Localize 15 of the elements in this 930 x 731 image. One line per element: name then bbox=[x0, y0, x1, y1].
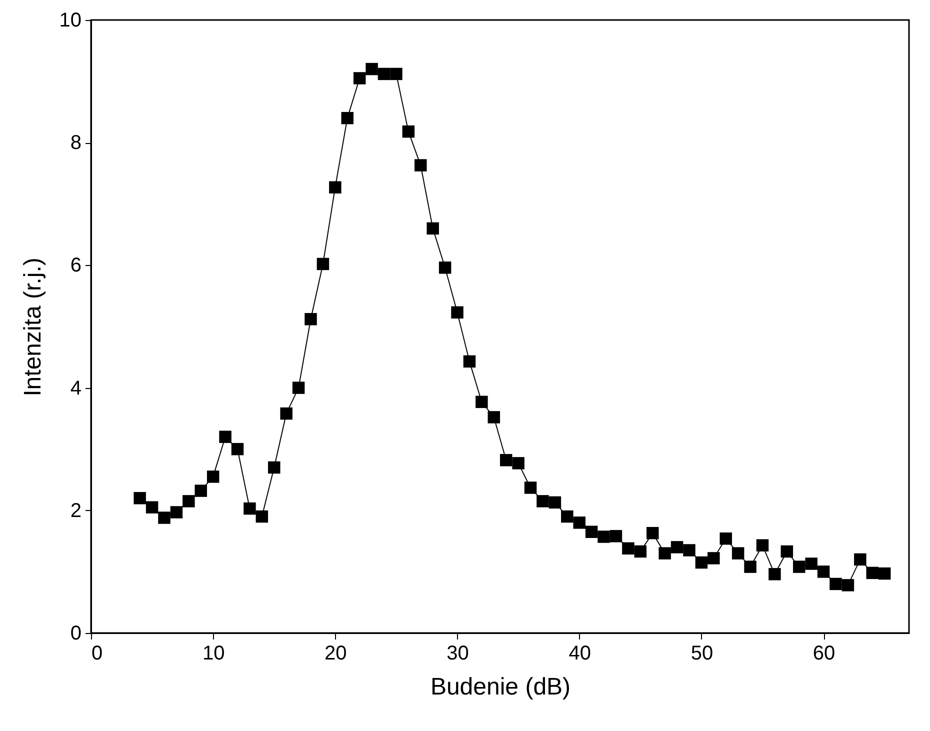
y-tick-label: 4 bbox=[70, 377, 82, 400]
x-tick-label: 40 bbox=[568, 642, 591, 664]
y-axis-title: Intenzita (r.j.) bbox=[19, 258, 46, 396]
y-tick-label: 8 bbox=[70, 132, 82, 154]
x-axis-title: Budenie (dB) bbox=[430, 674, 571, 700]
x-tick-label: 50 bbox=[690, 642, 714, 664]
y-tick-label: 0 bbox=[70, 622, 82, 644]
x-tick-label: 30 bbox=[446, 642, 469, 664]
x-tick-label: 0 bbox=[92, 642, 103, 664]
y-tick-label: 6 bbox=[70, 254, 82, 277]
x-tick-label: 10 bbox=[202, 642, 225, 664]
x-tick-label: 20 bbox=[324, 642, 347, 664]
x-tick-label: 60 bbox=[812, 642, 836, 664]
y-tick-label: 2 bbox=[70, 500, 82, 522]
y-tick-label: 10 bbox=[59, 10, 82, 32]
